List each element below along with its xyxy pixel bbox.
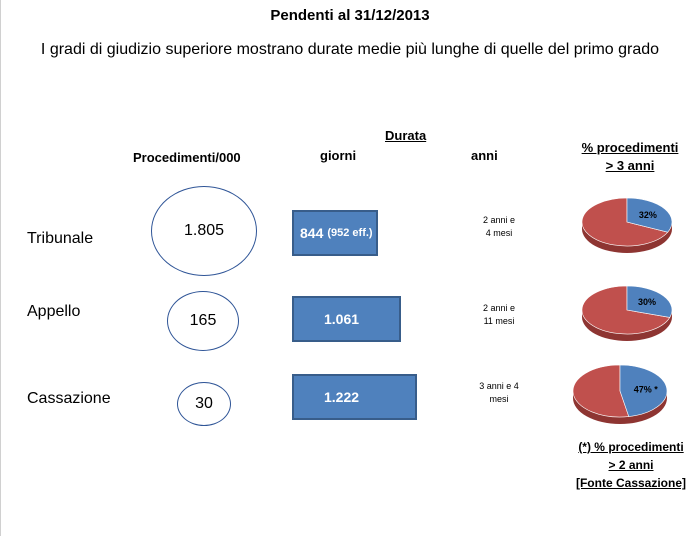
pie-side	[582, 310, 672, 341]
bar-value: 844	[300, 225, 324, 241]
footnote-line3: [Fonte Cassazione]	[575, 476, 686, 490]
pie-slice-pct	[626, 197, 673, 233]
pie-pct-label: 30%	[638, 297, 656, 307]
header-durata: Durata	[385, 128, 427, 143]
header-procedimenti: Procedimenti/000	[133, 150, 241, 165]
left-border	[0, 0, 1, 536]
anni-appello: 2 anni e 11 mesi	[464, 302, 534, 328]
procedimenti-oval-tribunale: 1.805	[151, 186, 257, 276]
row-label-appello: Appello	[27, 303, 81, 320]
page-title: Pendenti al 31/12/2013	[270, 7, 430, 24]
anni-line1: 2 anni e	[482, 215, 516, 225]
anni-cassazione: 3 anni e 4 mesi	[464, 380, 534, 406]
anni-line2: 11 mesi	[483, 316, 515, 326]
header-giorni: giorni	[320, 148, 357, 163]
bar-value-note: (952 eff.)	[327, 227, 373, 239]
pie-slice-rest	[581, 285, 671, 335]
procedimenti-value: 1.805	[183, 222, 225, 239]
pie-slice-rest	[581, 197, 669, 247]
duration-bar-tribunale: 844 (952 eff.)	[292, 210, 378, 256]
pie-chart-appello: 30%	[581, 285, 673, 341]
page-subtitle: I gradi di giudizio superiore mostrano d…	[40, 41, 660, 58]
pie-pct-label: 47% *	[634, 385, 659, 395]
pie-chart-cassazione: 47% *	[572, 364, 668, 424]
footnote-line1: (*) % procedimenti	[578, 440, 684, 454]
footnote-line2: > 2 anni	[608, 458, 654, 472]
header-pct-line2: > 3 anni	[605, 158, 655, 173]
pie-side	[573, 391, 667, 424]
pie-slice-pct	[626, 285, 673, 318]
pie-side	[582, 222, 672, 253]
anni-tribunale: 2 anni e 4 mesi	[464, 214, 534, 240]
anni-line1: 3 anni e 4	[479, 381, 519, 391]
header-anni: anni	[471, 148, 498, 163]
bar-value: 1.061	[324, 311, 360, 327]
procedimenti-value: 30	[195, 395, 213, 412]
header-pct-line1: % procedimenti	[581, 140, 679, 155]
pie-slice-pct	[619, 364, 668, 417]
pie-pct-label: 32%	[639, 210, 657, 220]
anni-line2: 4 mesi	[485, 228, 513, 238]
duration-bar-cassazione: 1.222	[292, 374, 417, 420]
row-label-cassazione: Cassazione	[27, 390, 111, 407]
anni-line2: mesi	[489, 394, 509, 404]
footnote: (*) % procedimenti > 2 anni [Fonte Cassa…	[565, 438, 697, 492]
pie-chart-tribunale: 32%	[581, 197, 673, 253]
procedimenti-oval-appello: 165	[167, 291, 239, 351]
procedimenti-value: 165	[189, 312, 217, 329]
row-label-tribunale: Tribunale	[27, 230, 94, 247]
procedimenti-oval-cassazione: 30	[177, 382, 231, 426]
anni-line1: 2 anni e	[482, 303, 516, 313]
pie-slice-rest	[572, 364, 630, 418]
bar-value: 1.222	[324, 389, 360, 405]
duration-bar-appello: 1.061	[292, 296, 401, 342]
